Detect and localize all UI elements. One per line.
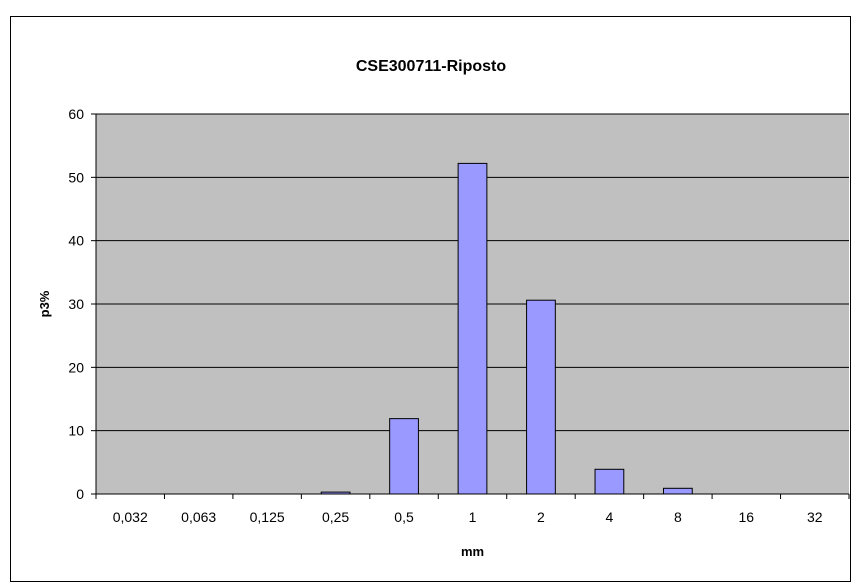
x-tick-label: 2 (537, 509, 545, 525)
bar (662, 487, 693, 495)
bar (457, 162, 488, 495)
y-tick-label: 60 (68, 106, 84, 122)
x-tick-labels: 0,032 0,063 0,125 0,25 0,5 1 2 4 8 16 32 (95, 494, 850, 525)
x-axis-title: mm (461, 544, 484, 559)
chart-title: CSE300711-Riposto (356, 58, 507, 75)
x-tick-label: 16 (739, 509, 755, 525)
x-tick-label: 0,032 (113, 509, 148, 525)
x-tick-label: 0,25 (322, 509, 349, 525)
x-tick-label: 8 (674, 509, 682, 525)
axes (95, 114, 849, 495)
y-tick-label: 10 (68, 423, 84, 439)
x-tick-label: 0,125 (250, 509, 285, 525)
bar (389, 418, 419, 495)
x-tick-label: 1 (469, 509, 477, 525)
y-tick-label: 40 (68, 233, 84, 249)
bar (594, 468, 625, 495)
y-tick-label: 50 (68, 169, 84, 185)
y-tick-label: 30 (68, 296, 84, 312)
y-tick-labels: 0 10 20 30 40 50 60 (68, 106, 84, 502)
chart-area: CSE300711-Riposto 0 10 20 30 40 50 60 0,032 0,0… (10, 16, 851, 582)
y-axis-title: p3% (37, 290, 52, 317)
bars (320, 162, 693, 495)
y-tick-label: 0 (76, 486, 84, 502)
bar (526, 299, 556, 495)
y-tick-label: 20 (68, 359, 84, 375)
x-tick-label: 0,063 (181, 509, 216, 525)
x-tick-label: 4 (606, 509, 614, 525)
x-tick-label: 32 (807, 509, 823, 525)
x-tick-label: 0,5 (394, 509, 414, 525)
